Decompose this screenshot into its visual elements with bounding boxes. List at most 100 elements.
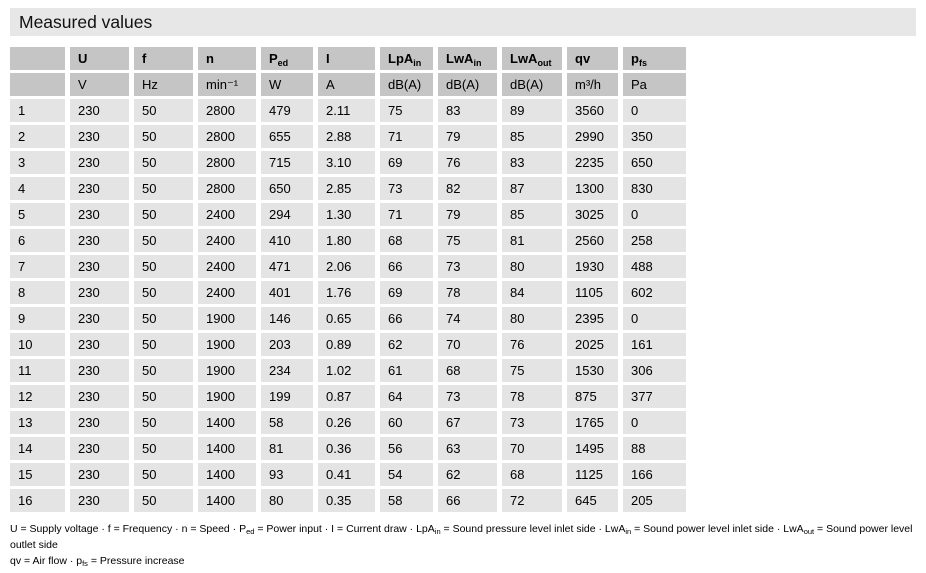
table-cell: 62 (438, 463, 497, 486)
table-cell: 50 (134, 203, 193, 226)
table-cell: 1530 (567, 359, 618, 382)
column-unit: W (261, 73, 313, 96)
table-cell: 88 (623, 437, 686, 460)
table-cell: 230 (70, 151, 129, 174)
table-cell: 2235 (567, 151, 618, 174)
legend-line-1: U = Supply voltage · f = Frequency · n =… (10, 523, 913, 551)
table-cell: 2.11 (318, 99, 375, 122)
row-number: 7 (10, 255, 65, 278)
column-header: U (70, 47, 129, 70)
table-cell: 85 (502, 203, 562, 226)
table-cell: 0 (623, 99, 686, 122)
table-cell: 1400 (198, 489, 256, 512)
table-cell: 1.76 (318, 281, 375, 304)
column-header: LwAout (502, 47, 562, 70)
table-cell: 60 (380, 411, 433, 434)
table-cell: 71 (380, 125, 433, 148)
table-row: 2 230 50 2800 655 2.88 71 79 85 2990 350 (10, 125, 686, 148)
table-cell: 68 (438, 359, 497, 382)
table-cell: 50 (134, 177, 193, 200)
row-number: 15 (10, 463, 65, 486)
table-cell: 58 (380, 489, 433, 512)
table-cell: 50 (134, 281, 193, 304)
row-number: 12 (10, 385, 65, 408)
table-cell: 230 (70, 229, 129, 252)
table-cell: 602 (623, 281, 686, 304)
table-cell: 66 (380, 307, 433, 330)
table-cell: 87 (502, 177, 562, 200)
table-cell: 875 (567, 385, 618, 408)
table-cell: 50 (134, 463, 193, 486)
column-header: LpAin (380, 47, 433, 70)
table-cell: 230 (70, 307, 129, 330)
table-cell: 78 (502, 385, 562, 408)
table-cell: 410 (261, 229, 313, 252)
row-number: 8 (10, 281, 65, 304)
row-number: 16 (10, 489, 65, 512)
column-unit: Pa (623, 73, 686, 96)
table-cell: 1765 (567, 411, 618, 434)
table-cell: 50 (134, 437, 193, 460)
table-cell: 80 (502, 307, 562, 330)
table-cell: 50 (134, 151, 193, 174)
table-cell: 93 (261, 463, 313, 486)
table-cell: 401 (261, 281, 313, 304)
table-cell: 230 (70, 125, 129, 148)
table-cell: 80 (261, 489, 313, 512)
table-cell: 1495 (567, 437, 618, 460)
table-cell: 230 (70, 203, 129, 226)
table-cell: 78 (438, 281, 497, 304)
table-cell: 230 (70, 385, 129, 408)
table-body: 1 230 50 2800 479 2.11 75 83 89 3560 0 2 230 50 2800 65… (10, 99, 686, 512)
table-row: 7 230 50 2400 471 2.06 66 73 80 1930 488 (10, 255, 686, 278)
table-cell: 1400 (198, 463, 256, 486)
table-cell: 50 (134, 307, 193, 330)
table-cell: 1.02 (318, 359, 375, 382)
table-cell: 68 (380, 229, 433, 252)
table-row: 13 230 50 1400 58 0.26 60 67 73 1765 0 (10, 411, 686, 434)
table-cell: 471 (261, 255, 313, 278)
table-cell: 54 (380, 463, 433, 486)
table-cell: 650 (261, 177, 313, 200)
table-cell: 2800 (198, 177, 256, 200)
column-header: pfs (623, 47, 686, 70)
table-cell: 83 (502, 151, 562, 174)
table-row: 6 230 50 2400 410 1.80 68 75 81 2560 258 (10, 229, 686, 252)
table-cell: 488 (623, 255, 686, 278)
row-number: 1 (10, 99, 65, 122)
table-cell: 1900 (198, 307, 256, 330)
table-cell: 73 (502, 411, 562, 434)
table-cell: 2560 (567, 229, 618, 252)
column-unit: V (70, 73, 129, 96)
row-number: 11 (10, 359, 65, 382)
table-row: 12 230 50 1900 199 0.87 64 73 78 875 377 (10, 385, 686, 408)
row-number: 13 (10, 411, 65, 434)
column-unit: dB(A) (380, 73, 433, 96)
row-number: 2 (10, 125, 65, 148)
table-cell: 58 (261, 411, 313, 434)
table-cell: 83 (438, 99, 497, 122)
table-cell: 0.35 (318, 489, 375, 512)
table-cell: 82 (438, 177, 497, 200)
table-cell: 70 (502, 437, 562, 460)
table-cell: 234 (261, 359, 313, 382)
column-unit: dB(A) (502, 73, 562, 96)
table-cell: 73 (438, 255, 497, 278)
row-number: 6 (10, 229, 65, 252)
table-cell: 0 (623, 307, 686, 330)
table-cell: 2400 (198, 229, 256, 252)
table-cell: 64 (380, 385, 433, 408)
table-cell: 1.30 (318, 203, 375, 226)
table-cell: 715 (261, 151, 313, 174)
table-cell: 2800 (198, 99, 256, 122)
table-cell: 50 (134, 489, 193, 512)
table-cell: 1125 (567, 463, 618, 486)
table-cell: 80 (502, 255, 562, 278)
table-cell: 89 (502, 99, 562, 122)
table-cell: 1105 (567, 281, 618, 304)
table-cell: 2400 (198, 281, 256, 304)
table-cell: 0 (623, 203, 686, 226)
